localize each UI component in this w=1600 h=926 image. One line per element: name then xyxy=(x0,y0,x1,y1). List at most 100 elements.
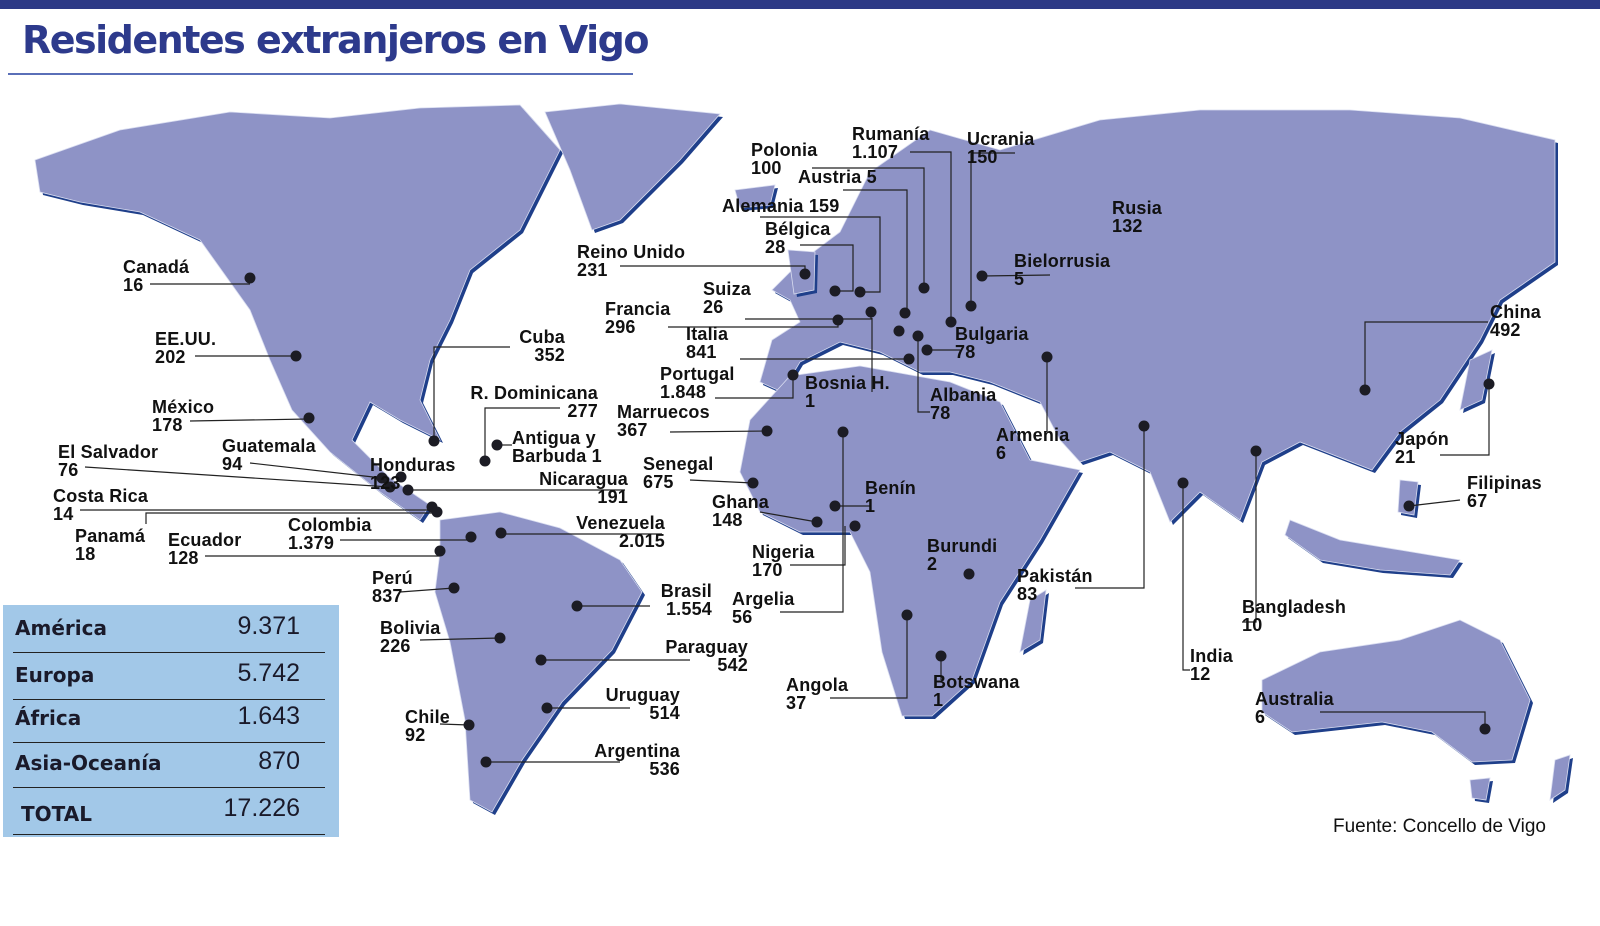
marker-portugal xyxy=(787,369,799,381)
country-name: Bolivia xyxy=(380,618,441,638)
country-label-australia: Australia 6 xyxy=(1255,690,1334,726)
country-name: Rumanía xyxy=(852,124,930,144)
source-credit: Fuente: Concello de Vigo xyxy=(1332,816,1546,837)
leader-line-guatemala xyxy=(249,462,383,479)
country-residents: 191 xyxy=(597,487,628,507)
country-label-ucrania: Ucrania 150 xyxy=(967,130,1034,166)
country-residents: 94 xyxy=(222,454,243,474)
marker-uruguay xyxy=(541,702,553,714)
country-label-colombia: Colombia 1.379 xyxy=(288,516,372,552)
leader-line-marruecos xyxy=(669,430,768,433)
marker-bulgaria xyxy=(921,344,933,356)
country-label-peru: Perú 837 xyxy=(372,569,413,605)
country-residents: 1 xyxy=(591,446,602,466)
country-residents: 16 xyxy=(123,275,144,295)
country-name: El Salvador xyxy=(58,442,159,462)
africa-landmass xyxy=(739,365,1081,717)
country-name: Reino Unido xyxy=(577,242,686,262)
summary-row-asia-oceania: Asia-Oceanía 870 xyxy=(13,743,325,788)
country-residents: 2.015 xyxy=(618,531,665,551)
country-label-nigeria: Nigeria 170 xyxy=(752,543,814,579)
leader-line-ucrania xyxy=(970,152,1015,306)
country-label-uruguay: Uruguay 514 xyxy=(606,686,680,722)
country-name: Antigua y Barbuda xyxy=(512,428,596,466)
country-name: Marruecos xyxy=(617,402,710,422)
marker-el-salvador xyxy=(384,481,396,493)
country-residents: 231 xyxy=(577,260,608,280)
country-name: Senegal xyxy=(643,454,714,474)
summary-row-europa: Europa 5.742 xyxy=(13,655,325,700)
country-name: Bélgica xyxy=(765,219,831,239)
leader-line-panama xyxy=(145,512,437,524)
new-zealand-landmass xyxy=(1549,754,1571,801)
country-name: Bulgaria xyxy=(955,324,1029,344)
marker-chile xyxy=(463,719,475,731)
marker-angola xyxy=(901,609,913,621)
marker-botswana xyxy=(935,650,947,662)
country-residents: 837 xyxy=(372,586,403,606)
marker-bielorrusia xyxy=(976,270,988,282)
marker-bosnia-h xyxy=(893,325,905,337)
marker-reino-unido xyxy=(799,268,811,280)
country-residents: 100 xyxy=(751,158,782,178)
country-label-canada: Canadá 16 xyxy=(123,258,189,294)
country-residents: 514 xyxy=(649,703,680,723)
country-residents: 367 xyxy=(617,420,648,440)
country-name: Paraguay xyxy=(665,637,748,657)
summary-table: América 9.371 Europa 5.742 África 1.643 … xyxy=(3,605,339,837)
country-name: Australia xyxy=(1255,689,1334,709)
country-name: Francia xyxy=(605,299,671,319)
country-label-portugal: Portugal 1.848 xyxy=(660,365,735,401)
leader-line-pakistan xyxy=(1075,426,1145,589)
country-name: Botswana xyxy=(933,672,1020,692)
marker-benin xyxy=(829,500,841,512)
marker-argentina xyxy=(480,756,492,768)
country-name: R. Dominicana xyxy=(470,383,598,403)
country-residents: 28 xyxy=(765,237,786,257)
marker-cuba xyxy=(428,435,440,447)
country-residents: 170 xyxy=(752,560,783,580)
country-residents: 1.107 xyxy=(852,142,899,162)
leader-line-filipinas xyxy=(1408,499,1461,507)
country-name: India xyxy=(1190,646,1234,666)
country-name: China xyxy=(1490,302,1542,322)
country-label-austria: Austria 5 xyxy=(798,168,877,186)
country-name: Bielorrusia xyxy=(1014,251,1111,271)
country-label-bielorrusia: Bielorrusia 5 xyxy=(1014,252,1110,288)
country-label-el-salvador: El Salvador 76 xyxy=(58,443,158,479)
country-label-brasil: Brasil 1.554 xyxy=(661,582,712,618)
leader-line-r-dominicana xyxy=(484,407,560,461)
region-label: Europa xyxy=(15,663,95,687)
summary-row-total: TOTAL 17.226 xyxy=(13,790,325,835)
leader-line-india xyxy=(1182,483,1190,671)
marker-senegal xyxy=(747,477,759,489)
north-america-landmass xyxy=(34,104,561,521)
country-label-belgica: Bélgica 28 xyxy=(765,220,830,256)
country-residents: 21 xyxy=(1395,447,1416,467)
marker-australia xyxy=(1479,723,1491,735)
country-label-honduras: Honduras 123 xyxy=(370,456,456,492)
country-residents: 148 xyxy=(712,510,743,530)
country-label-china: China 492 xyxy=(1490,303,1541,339)
country-label-bosnia-h: Bosnia H. 1 xyxy=(805,374,890,410)
marker-italia xyxy=(903,353,915,365)
region-label: África xyxy=(15,706,82,730)
region-value: 9.371 xyxy=(237,612,300,640)
marker-honduras xyxy=(395,471,407,483)
country-name: Japón xyxy=(1395,429,1450,449)
country-name: Nigeria xyxy=(752,542,815,562)
country-name: Alemania xyxy=(722,196,804,216)
marker-austria xyxy=(899,307,911,319)
marker-alemania xyxy=(854,286,866,298)
country-label-guatemala: Guatemala 94 xyxy=(222,437,316,473)
country-name: Pakistán xyxy=(1017,566,1093,586)
country-label-albania: Albania 78 xyxy=(930,386,996,422)
continents xyxy=(34,103,1573,815)
total-value: 17.226 xyxy=(223,794,300,822)
country-label-ee-uu: EE.UU. 202 xyxy=(155,330,216,366)
country-name: Portugal xyxy=(660,364,735,384)
leader-line-peru xyxy=(399,587,455,593)
country-residents: 1.848 xyxy=(660,382,707,402)
country-residents: 56 xyxy=(732,607,753,627)
leader-line-argelia xyxy=(780,432,844,613)
